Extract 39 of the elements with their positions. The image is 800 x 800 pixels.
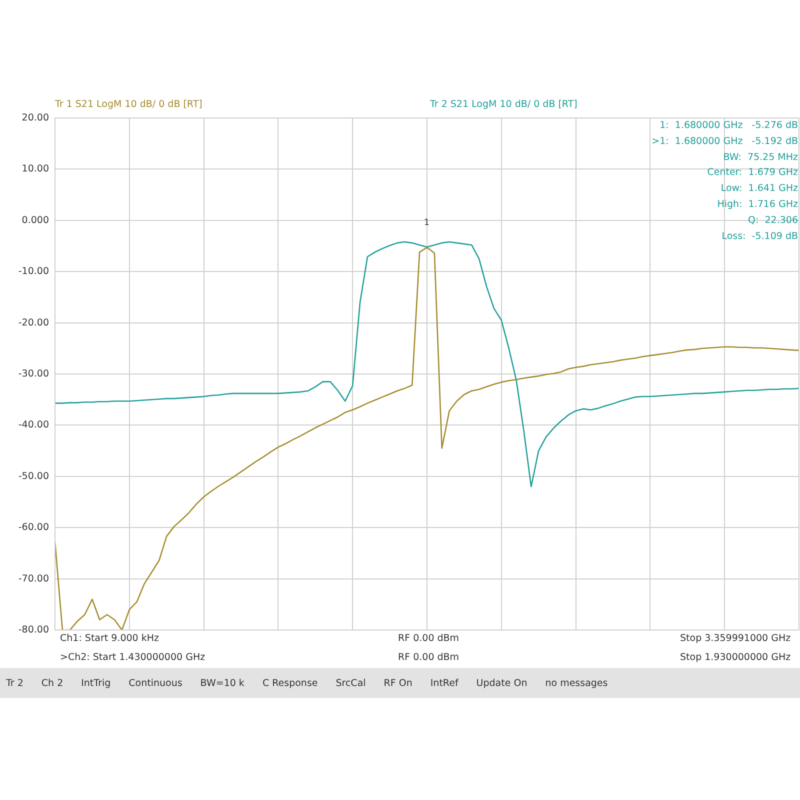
- y-tick-label: -20.00: [18, 317, 49, 328]
- text: C Response: [262, 678, 318, 688]
- y-tick-label: -70.00: [18, 573, 49, 584]
- text: RF 0.00 dBm: [398, 633, 460, 644]
- y-tick-label: 10.00: [22, 164, 49, 175]
- annotation: High: 1.716 GHz: [716, 198, 798, 212]
- annotation: >1: 1.680000 GHz -5.192 dB: [652, 134, 798, 149]
- y-tick-label: -80.00: [18, 624, 49, 636]
- text: BW=10 k: [200, 678, 244, 688]
- text: Stop 3.359991000 GHz: [680, 633, 791, 644]
- annotation: 1: [424, 218, 430, 228]
- annotation: 1: 1.680000 GHz -5.276 dB: [658, 119, 798, 133]
- y-tick-label: 0.000: [22, 214, 49, 226]
- text: IntRef: [430, 678, 458, 688]
- text: Tr 2 S21 LogM 10 dB/ 0 dB [RT]: [430, 99, 578, 110]
- text: IntTrig: [81, 678, 111, 688]
- y-tick-label: -10.00: [18, 266, 49, 278]
- annotation: Q: 22.306: [747, 214, 798, 228]
- annotation: Loss: -5.109 dB: [720, 230, 798, 244]
- annotation: Low: 1.641 GHz: [720, 182, 798, 196]
- text: Ch 2: [41, 678, 64, 688]
- text: Tr 2: [6, 678, 24, 688]
- y-tick-label: 20.00: [22, 112, 49, 124]
- text: Tr 1 S21 LogM 10 dB/ 0 dB [RT]: [55, 99, 202, 110]
- y-tick-label: -50.00: [18, 470, 49, 482]
- text: RF On: [384, 678, 412, 688]
- y-tick-label: -40.00: [18, 420, 49, 431]
- annotation: BW: 75.25 MHz: [722, 150, 798, 165]
- y-tick-label: -60.00: [18, 522, 49, 534]
- annotation: Center: 1.679 GHz: [706, 166, 798, 180]
- text: Continuous: [128, 678, 182, 688]
- y-tick-label: -30.00: [18, 368, 49, 380]
- text: SrcCal: [336, 678, 366, 688]
- text: >Ch2: Start 1.430000000 GHz: [60, 652, 206, 663]
- text: Update On: [476, 678, 528, 688]
- text: Ch1: Start 9.000 kHz: [60, 633, 159, 644]
- text: no messages: [545, 678, 608, 688]
- text: RF 0.00 dBm: [398, 652, 460, 663]
- text: Stop 1.930000000 GHz: [680, 652, 791, 663]
